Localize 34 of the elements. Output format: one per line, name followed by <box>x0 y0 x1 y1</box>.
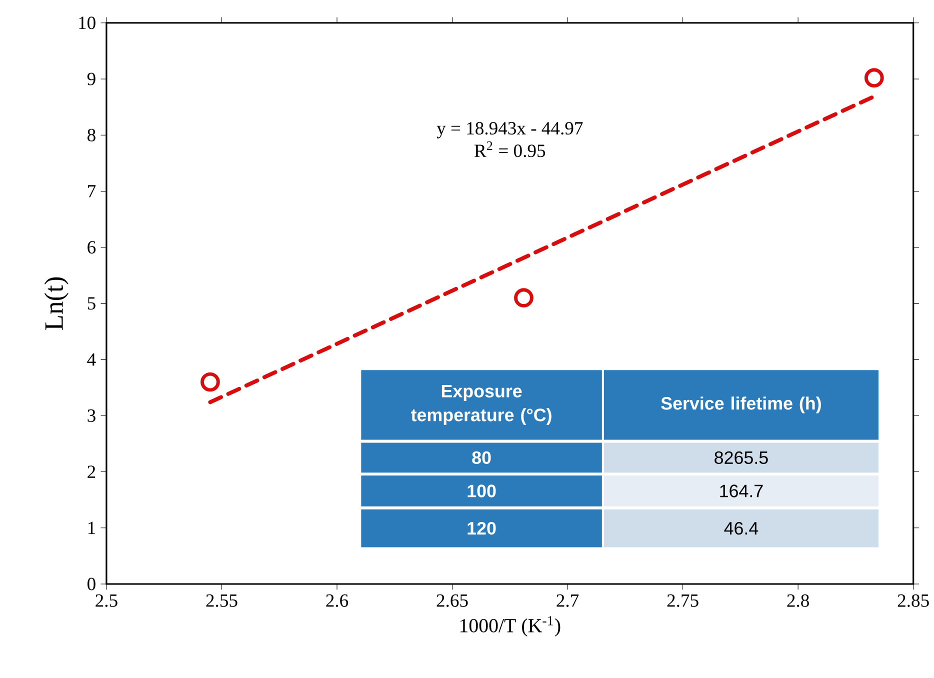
annotation: y = 18.943x - 44.97 <box>436 122 583 139</box>
y-tick-label: 3 <box>88 410 96 422</box>
annotation: 100 <box>468 484 496 498</box>
point <box>514 288 534 308</box>
x-tick-label: 2.7 <box>556 594 579 608</box>
y-tick-label: 1 <box>88 522 95 534</box>
y-tick-label: 8 <box>88 129 96 142</box>
annotation: R$^{2}$ = 0.95 <box>474 142 546 158</box>
x-tick-label: 2.85 <box>898 594 929 608</box>
annotation: Exposure temperature (°C) <box>411 385 552 426</box>
annotation: 164.7 <box>720 484 763 498</box>
annotation: 8265.5 <box>714 452 768 464</box>
y-tick-label: 5 <box>88 297 96 310</box>
x-tick-label: 2.6 <box>326 594 348 608</box>
x-tick-label: 2.55 <box>206 594 238 608</box>
y-tick-label: 4 <box>87 354 96 366</box>
y-tick-label: 9 <box>87 72 96 86</box>
y-tick-label: 10 <box>79 16 96 30</box>
y-tick-label: 6 <box>88 241 96 254</box>
x-tick-label: 2.65 <box>436 594 468 608</box>
y-tick-label: 7 <box>88 185 96 198</box>
point <box>864 68 884 88</box>
y-tick-label: 2 <box>88 466 96 478</box>
x-tick-label: 2.5 <box>96 594 118 608</box>
annotation: 46.4 <box>724 522 758 535</box>
annotation: 80 <box>472 452 491 464</box>
x-axis-title: 1000/T (K$^{-1}$) <box>460 616 560 637</box>
x-tick-label: 2.75 <box>667 594 698 608</box>
y-axis-title: Ln(t) <box>44 278 68 330</box>
y-tick-label: 0 <box>88 578 96 591</box>
annotation: Service lifetime (h) <box>661 396 821 414</box>
annotation: 120 <box>468 522 496 535</box>
x-tick-label: 2.8 <box>787 594 809 608</box>
point <box>200 372 220 392</box>
